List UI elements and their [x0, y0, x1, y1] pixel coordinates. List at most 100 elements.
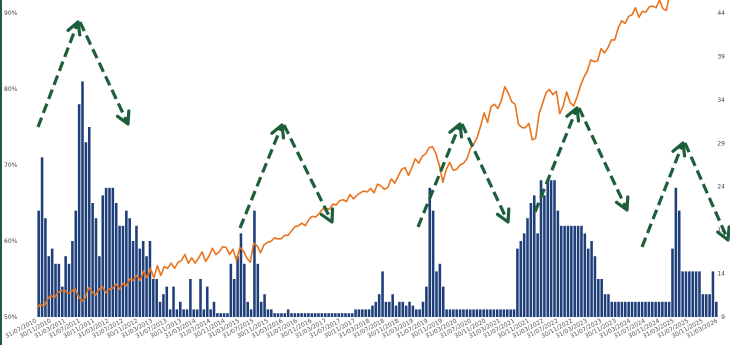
bar-80	[307, 313, 310, 317]
bar-98	[367, 309, 371, 317]
bar-129	[472, 309, 475, 317]
bar-95	[357, 309, 361, 317]
bar-178	[637, 301, 641, 317]
bar-198	[704, 294, 708, 317]
bar-48	[199, 279, 202, 317]
trend-arrow-line-5	[460, 123, 510, 223]
bar-119	[438, 263, 442, 317]
bar-130	[475, 309, 479, 317]
bar-58	[232, 279, 236, 317]
bar-39	[168, 309, 172, 317]
bar-201	[715, 301, 718, 317]
bar-9	[67, 263, 71, 317]
left-tick-label: 70%	[4, 162, 18, 169]
bar-66	[259, 301, 263, 317]
left-tick-label: 60%	[4, 238, 18, 245]
bar-81	[310, 313, 314, 317]
bar-12	[77, 104, 81, 317]
bar-43	[182, 309, 185, 317]
bar-24	[118, 225, 121, 317]
bar-35	[155, 279, 158, 317]
bar-18	[98, 256, 101, 317]
right-tick-label: 14	[717, 271, 725, 278]
bar-115	[425, 286, 428, 317]
bar-101	[377, 294, 381, 317]
bar-54	[219, 313, 223, 317]
bar-40	[172, 286, 175, 317]
bar-174	[624, 301, 627, 317]
bar-55	[222, 313, 226, 317]
bar-6	[57, 263, 61, 317]
bar-76	[293, 313, 297, 317]
bar-63	[249, 309, 253, 317]
trend-arrow-head-5	[495, 207, 511, 224]
bar-47	[195, 309, 199, 317]
bar-5	[54, 263, 57, 317]
bar-126	[462, 309, 465, 317]
bar-50	[205, 286, 209, 317]
bar-124	[455, 309, 458, 317]
bar-1	[40, 157, 44, 317]
right-tick-label: 9	[721, 314, 725, 321]
bar-37	[162, 294, 165, 317]
bar-160	[576, 225, 580, 317]
bar-91	[344, 313, 347, 317]
bar-199	[708, 294, 711, 317]
bar-70	[273, 313, 276, 317]
trend-arrow-head-3	[319, 207, 335, 224]
bar-36	[158, 301, 162, 317]
bar-49	[202, 309, 206, 317]
bar-168	[603, 294, 607, 317]
bar-164	[590, 241, 593, 317]
bar-195	[694, 271, 698, 317]
bar-125	[458, 309, 462, 317]
bar-158	[570, 225, 573, 317]
right-tick-label: 19	[717, 227, 725, 234]
bar-96	[361, 309, 364, 317]
bar-22	[111, 187, 115, 317]
bar-187	[667, 301, 671, 317]
bar-149	[539, 180, 543, 317]
trend-arrows	[36, 20, 730, 248]
bar-200	[711, 271, 715, 317]
bar-184	[657, 301, 661, 317]
bar-165	[593, 256, 597, 317]
bar-16	[91, 203, 94, 317]
bar-117	[431, 210, 435, 317]
bar-89	[337, 313, 341, 317]
bar-172	[617, 301, 620, 317]
bar-183	[654, 301, 657, 317]
bar-84	[320, 313, 324, 317]
bar-19	[101, 195, 105, 317]
bar-92	[347, 313, 351, 317]
bar-65	[256, 263, 260, 317]
trend-arrow-head-8	[671, 141, 687, 158]
trend-arrow-line-2	[238, 124, 284, 229]
bar-75	[290, 313, 293, 317]
bar-159	[573, 225, 576, 317]
bar-90	[340, 313, 344, 317]
bar-147	[532, 195, 536, 317]
bar-30	[138, 248, 142, 317]
right-tick-label: 44	[717, 10, 725, 17]
bar-10	[71, 241, 74, 317]
bar-179	[640, 301, 644, 317]
bar-177	[634, 301, 637, 317]
bar-176	[630, 301, 634, 317]
bar-110	[408, 301, 411, 317]
bar-3	[47, 256, 51, 317]
bar-155	[559, 225, 563, 317]
left-tick-label: 50%	[4, 314, 18, 321]
bar-26	[125, 210, 128, 317]
trend-arrow-line-1	[78, 21, 130, 125]
bar-87	[330, 313, 334, 317]
bar-99	[371, 305, 374, 317]
bar-100	[374, 301, 378, 317]
line-series	[36, 0, 670, 309]
bar-15	[87, 127, 91, 317]
trend-arrow-head-7	[614, 195, 630, 212]
bar-71	[276, 313, 280, 317]
bar-94	[354, 309, 357, 317]
